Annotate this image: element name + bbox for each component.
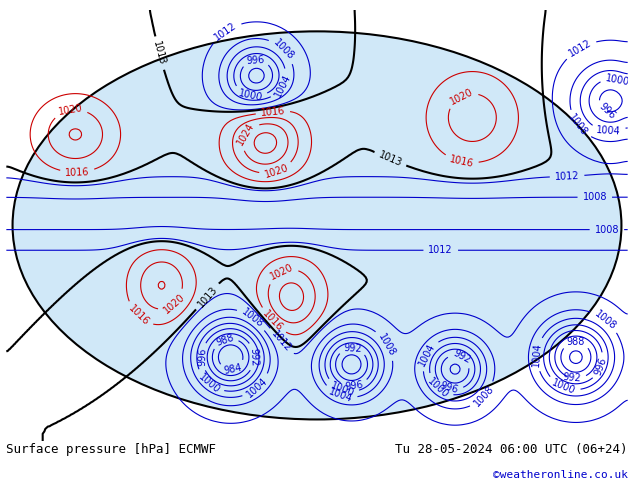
- Text: 984: 984: [223, 363, 243, 376]
- Ellipse shape: [13, 31, 621, 419]
- Text: 996: 996: [344, 380, 364, 392]
- Text: 1000: 1000: [237, 88, 263, 102]
- Text: 1020: 1020: [268, 262, 295, 282]
- Text: 1020: 1020: [162, 292, 186, 316]
- Text: 1020: 1020: [263, 163, 290, 180]
- Text: 1013: 1013: [152, 40, 167, 66]
- Text: 992: 992: [451, 348, 472, 366]
- Text: 1008: 1008: [472, 384, 496, 409]
- Text: 996: 996: [197, 347, 207, 366]
- Text: Tu 28-05-2024 06:00 UTC (06+24): Tu 28-05-2024 06:00 UTC (06+24): [395, 442, 628, 456]
- Text: 1000: 1000: [329, 380, 355, 398]
- Text: 988: 988: [214, 332, 235, 347]
- Text: 1008: 1008: [592, 309, 618, 332]
- Text: 996: 996: [439, 381, 460, 396]
- Text: 1000: 1000: [604, 74, 630, 88]
- Text: 996: 996: [593, 356, 609, 377]
- Text: 1000: 1000: [425, 376, 450, 400]
- Text: 988: 988: [567, 337, 585, 347]
- Text: 1004: 1004: [245, 375, 269, 399]
- Text: 1008: 1008: [271, 37, 295, 62]
- Text: 1016: 1016: [65, 167, 89, 177]
- Text: 1000: 1000: [550, 378, 577, 396]
- Text: 992: 992: [249, 347, 259, 366]
- Text: 1013: 1013: [195, 284, 219, 309]
- Text: 1024: 1024: [235, 121, 256, 147]
- Text: 1004: 1004: [531, 342, 543, 367]
- Text: ©weatheronline.co.uk: ©weatheronline.co.uk: [493, 470, 628, 480]
- Text: 992: 992: [343, 343, 362, 354]
- Text: 1008: 1008: [567, 113, 590, 138]
- Text: 1013: 1013: [377, 150, 403, 169]
- Text: 996: 996: [597, 101, 617, 121]
- Text: 1012: 1012: [269, 329, 294, 354]
- Text: 1016: 1016: [261, 309, 285, 334]
- Text: 1012: 1012: [555, 171, 579, 182]
- Text: 1020: 1020: [448, 86, 475, 106]
- Text: 1020: 1020: [58, 103, 83, 118]
- Text: 1012: 1012: [567, 38, 593, 59]
- Text: 992: 992: [562, 372, 582, 384]
- Text: 1012: 1012: [213, 21, 239, 43]
- Text: 1008: 1008: [377, 332, 398, 358]
- Text: 1004: 1004: [273, 72, 293, 98]
- Text: 1012: 1012: [429, 245, 453, 255]
- Text: 1008: 1008: [239, 307, 265, 330]
- Text: 1008: 1008: [583, 192, 607, 202]
- Text: 1016: 1016: [126, 304, 151, 328]
- Text: 1004: 1004: [327, 386, 354, 404]
- Text: 996: 996: [246, 54, 265, 66]
- Text: 1016: 1016: [448, 154, 475, 169]
- Text: 1000: 1000: [197, 371, 221, 395]
- Text: 1016: 1016: [260, 106, 285, 118]
- Text: 1004: 1004: [596, 125, 621, 137]
- Text: Surface pressure [hPa] ECMWF: Surface pressure [hPa] ECMWF: [6, 442, 216, 456]
- Text: 1008: 1008: [595, 224, 619, 235]
- Text: 1004: 1004: [417, 342, 437, 368]
